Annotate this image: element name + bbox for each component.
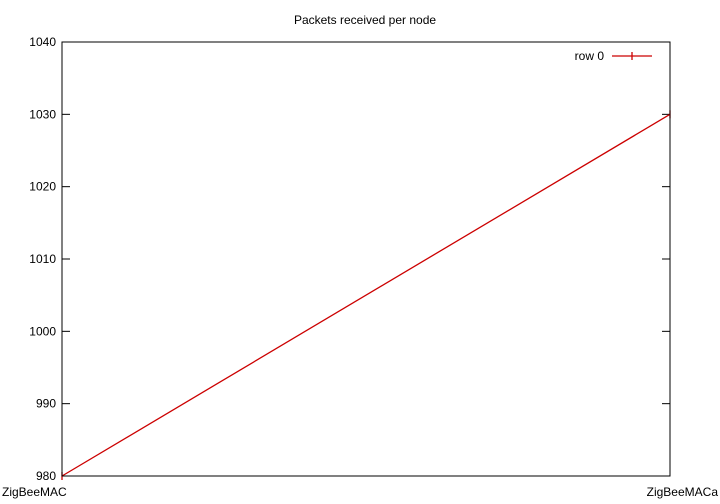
- y-tick-label: 1000: [29, 324, 56, 338]
- y-tick-label: 1040: [29, 35, 56, 49]
- legend-label-row-0: row 0: [575, 49, 605, 63]
- y-tick-label: 1010: [29, 252, 56, 266]
- x-axis: ZigBeeMAC ZigBeeMACa: [2, 42, 718, 499]
- y-tick-label: 1020: [29, 180, 56, 194]
- y-tick-label: 980: [36, 469, 56, 483]
- y-tick-label: 1030: [29, 107, 56, 121]
- series-line-0: [61, 113, 671, 477]
- y-tick-label: 990: [36, 397, 56, 411]
- series-layer: [61, 110, 671, 480]
- plot-frame: [61, 41, 671, 477]
- y-axis: 980 990 1000 1010 1020 1030 1040: [29, 35, 670, 483]
- x-tick-label: ZigBeeMACa: [647, 485, 719, 499]
- x-tick-label: ZigBeeMAC: [2, 485, 67, 499]
- chart-title: Packets received per node: [294, 13, 436, 27]
- legend: row 0: [575, 49, 652, 63]
